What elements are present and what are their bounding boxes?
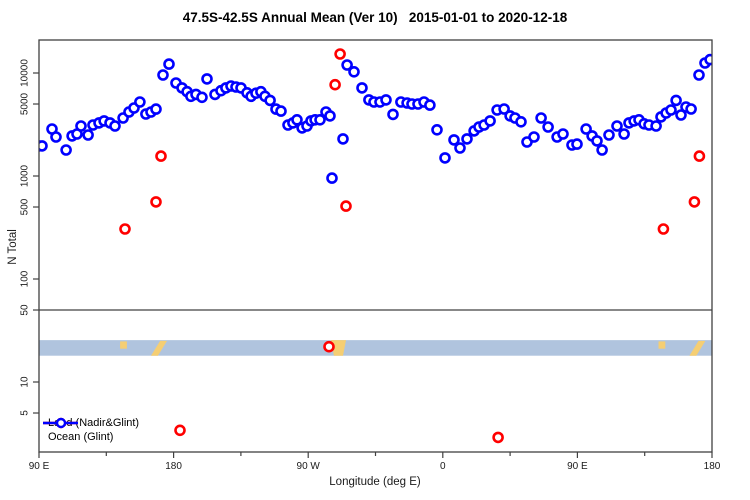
ocean-point [196,91,208,104]
ocean-point [596,144,608,156]
land-point [334,48,346,60]
ocean-point [163,58,175,70]
ocean-point [439,152,451,164]
map-band-ocean [39,340,712,356]
map-band-land-new-zealand-west-copy [151,340,167,356]
legend-ocean-label: Ocean (Glint) [48,431,114,443]
ocean-point [498,103,510,115]
land-point [323,340,335,353]
ocean-point [535,112,547,124]
ocean-point [665,104,677,116]
axis-ticks: 10000 5000 1000 500 100 50 10 5 90 E 180 90 W 0 90 E… [20,59,721,472]
ocean-point [348,66,360,78]
y-tick-label: 1000 [20,164,31,187]
ocean-point [448,134,460,146]
ocean-point [75,120,87,132]
ocean-point [324,110,336,122]
y-tick-label: 50 [20,304,31,316]
ocean-point [670,94,682,107]
map-band-land-tasmania-west-copy [120,341,127,349]
map-band-land-tasmania-east-copy [658,341,666,349]
land-point [340,200,352,212]
land-point [688,196,701,208]
ocean-point [603,129,615,141]
x-axis-title: Longitude (deg E) [329,476,421,488]
data-points [39,48,712,444]
ocean-point [275,105,287,117]
ocean-point [356,82,368,94]
x-tick-label: 0 [440,461,446,472]
ocean-point [591,135,603,147]
ocean-point [454,142,466,154]
ocean-point [515,116,527,128]
ocean-point [650,120,662,132]
ocean-point [380,94,392,106]
land-point [155,150,167,162]
ocean-point [150,103,162,115]
land-point [119,223,131,235]
land-point [329,78,341,91]
ocean-point [60,144,72,156]
ocean-point [675,109,687,121]
ocean-point [542,121,554,133]
ocean-point [314,114,326,126]
land-point [693,150,706,162]
y-tick-label: 100 [20,270,31,287]
ocean-point [82,129,94,141]
x-tick-label: 180 [165,461,182,472]
x-tick-label: 90 E [567,461,588,472]
ocean-point [693,69,705,81]
ocean-point [326,172,338,184]
ocean-point [337,133,349,145]
ocean-point [611,120,623,132]
ocean-point [618,128,630,140]
ocean-point [580,123,592,135]
ocean-point [50,131,62,143]
ocean-point [341,59,353,71]
ocean-point [134,96,146,108]
y-tick-label: 500 [20,198,31,215]
legend-ocean-circle [55,417,67,429]
land-point [174,424,186,437]
map-band-land-south-america [330,340,346,356]
legend: Land (Nadir&Glint) Ocean (Glint) [41,416,139,444]
ocean-marker-icon [43,417,78,429]
latitude-map-band [39,340,712,356]
ocean-point [571,138,583,150]
ocean-point [484,115,496,127]
y-tick-label: 5 [20,410,31,416]
y-tick-label: 10000 [20,59,31,87]
legend-item-ocean: Ocean (Glint) [41,417,139,444]
ocean-point [264,94,276,107]
ocean-point [291,114,303,126]
ocean-point [109,120,121,132]
ocean-point [387,108,399,121]
map-band-land-new-zealand-east-copy [689,340,706,356]
ocean-point [685,103,697,115]
ocean-point [461,133,473,145]
ocean-point [431,124,443,136]
chart-title: 47.5S-42.5S Annual Mean (Ver 10) 2015-01… [182,10,568,25]
y-tick-label: 10 [20,376,31,388]
ocean-point [424,99,436,111]
land-point [657,223,670,235]
land-point [150,196,162,208]
ocean-point [557,128,569,140]
ocean-point [201,73,213,85]
ocean-point [704,53,712,66]
y-tick-label: 5000 [20,92,31,115]
land-point [492,431,504,444]
x-tick-label: 90 E [29,461,50,472]
ocean-point [528,131,540,143]
ocean-point [157,69,169,81]
x-tick-label: 180 [704,461,721,472]
ocean-point [39,140,48,152]
x-tick-label: 90 W [297,461,321,472]
